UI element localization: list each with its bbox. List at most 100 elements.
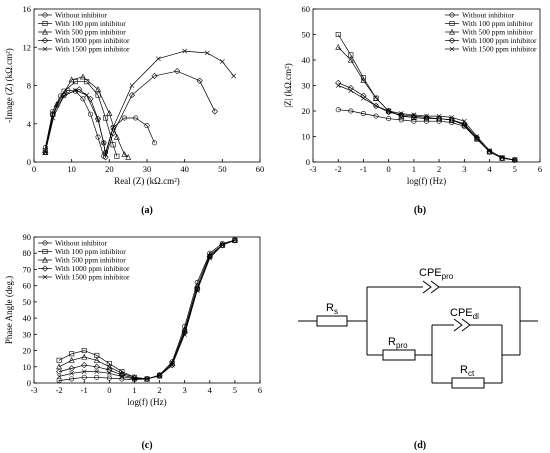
data-point bbox=[103, 115, 109, 121]
legend-entry: Without inhibitor bbox=[462, 11, 514, 20]
data-point bbox=[398, 111, 404, 116]
x-tick-label: 0 bbox=[387, 164, 391, 174]
label-cpe-dl: CPEdl bbox=[450, 307, 479, 321]
data-point bbox=[101, 140, 107, 146]
legend-marker bbox=[449, 12, 455, 18]
data-point bbox=[69, 376, 75, 382]
resistor-rct bbox=[451, 377, 485, 389]
data-point bbox=[143, 375, 151, 383]
data-point bbox=[386, 108, 392, 114]
legend-entry: With 500 ppm inhibitor bbox=[55, 256, 126, 265]
data-point bbox=[56, 378, 62, 384]
x-axis-label: log(f) (Hz) bbox=[407, 176, 446, 186]
data-point bbox=[144, 376, 150, 382]
data-point bbox=[499, 155, 506, 162]
data-point bbox=[53, 101, 60, 108]
y-tick-label: 8 bbox=[27, 81, 31, 91]
series-line-2 bbox=[44, 76, 129, 158]
y-tick-label: 20 bbox=[23, 346, 32, 356]
x-tick-label: 0 bbox=[107, 385, 111, 395]
data-point bbox=[219, 59, 225, 65]
data-point bbox=[106, 370, 112, 376]
legend-entry: With 100 ppm inhibitor bbox=[462, 19, 533, 28]
data-point bbox=[360, 77, 367, 83]
legend-entry: With 1000 ppm inhibitor bbox=[55, 264, 130, 273]
data-point bbox=[511, 156, 518, 164]
x-tick-label: -3 bbox=[309, 164, 316, 174]
y-tick-label: 12 bbox=[23, 42, 32, 52]
data-point bbox=[68, 357, 75, 363]
data-point bbox=[110, 142, 116, 148]
x-tick-label: 0 bbox=[32, 164, 36, 174]
circuit-diagram: Rs CPEpro CPEdl Rpro Rct (d) bbox=[298, 267, 538, 451]
data-point bbox=[49, 111, 56, 118]
data-point bbox=[81, 362, 88, 369]
data-point bbox=[474, 134, 480, 139]
data-point bbox=[360, 111, 366, 117]
legend-marker bbox=[449, 20, 455, 26]
data-point bbox=[132, 376, 137, 382]
legend-marker bbox=[449, 46, 455, 52]
data-point bbox=[95, 134, 101, 140]
series-line-2 bbox=[337, 47, 515, 161]
data-point bbox=[486, 148, 493, 155]
data-point bbox=[93, 363, 100, 370]
series-line-0 bbox=[44, 89, 105, 157]
y-tick-label: 50 bbox=[302, 30, 311, 40]
plot-frame bbox=[33, 236, 261, 384]
data-point bbox=[42, 149, 49, 155]
data-point bbox=[335, 44, 342, 50]
x-tick-label: 4 bbox=[208, 385, 213, 395]
data-point bbox=[42, 150, 48, 155]
caption-a: (a) bbox=[141, 205, 153, 216]
data-point bbox=[196, 77, 203, 84]
data-point bbox=[113, 133, 120, 140]
legend-marker bbox=[42, 28, 48, 35]
series-line-3 bbox=[44, 70, 216, 158]
data-point bbox=[93, 357, 100, 363]
data-point bbox=[211, 108, 218, 115]
x-tick-label: 5 bbox=[513, 164, 517, 174]
y-tick-label: 70 bbox=[23, 264, 32, 274]
x-tick-label: 1 bbox=[412, 164, 416, 174]
x-tick-label: 3 bbox=[462, 164, 466, 174]
label-cpe-pro: CPEpro bbox=[419, 267, 454, 281]
data-point bbox=[69, 351, 75, 357]
data-point bbox=[94, 374, 100, 380]
data-point bbox=[231, 237, 239, 244]
data-point bbox=[84, 92, 90, 98]
capacitor-cpe-pro bbox=[422, 280, 440, 294]
data-point bbox=[424, 113, 429, 119]
series-line-3 bbox=[338, 82, 515, 161]
data-point bbox=[169, 362, 175, 368]
legend-marker bbox=[42, 249, 48, 255]
y-tick-label: 10 bbox=[23, 362, 32, 372]
legend-entry: With 1000 ppm inhibitor bbox=[462, 36, 537, 45]
data-point bbox=[119, 369, 125, 375]
x-tick-label: -1 bbox=[360, 164, 367, 174]
x-tick-label: -2 bbox=[56, 385, 63, 395]
data-point bbox=[56, 374, 62, 379]
data-point bbox=[151, 72, 158, 80]
data-point bbox=[194, 288, 200, 293]
data-point bbox=[152, 140, 158, 146]
x-axis-label: log(f) (Hz) bbox=[127, 397, 166, 407]
x-axis-label: Real (Z) (kΩ.cm²) bbox=[114, 176, 180, 186]
data-point bbox=[373, 103, 379, 109]
x-tick-label: 2 bbox=[157, 385, 161, 395]
x-tick-label: 6 bbox=[258, 385, 262, 395]
data-point bbox=[95, 86, 102, 92]
data-point bbox=[42, 149, 49, 156]
label-rpro: Rpro bbox=[388, 336, 408, 350]
data-point bbox=[361, 95, 366, 101]
data-point bbox=[181, 329, 188, 336]
data-point bbox=[61, 93, 67, 99]
series-line-4 bbox=[44, 50, 234, 155]
data-point bbox=[118, 371, 126, 379]
data-point bbox=[110, 125, 116, 131]
data-point bbox=[68, 76, 75, 83]
legend-entry: Without inhibitor bbox=[55, 11, 107, 20]
data-point bbox=[106, 361, 112, 367]
